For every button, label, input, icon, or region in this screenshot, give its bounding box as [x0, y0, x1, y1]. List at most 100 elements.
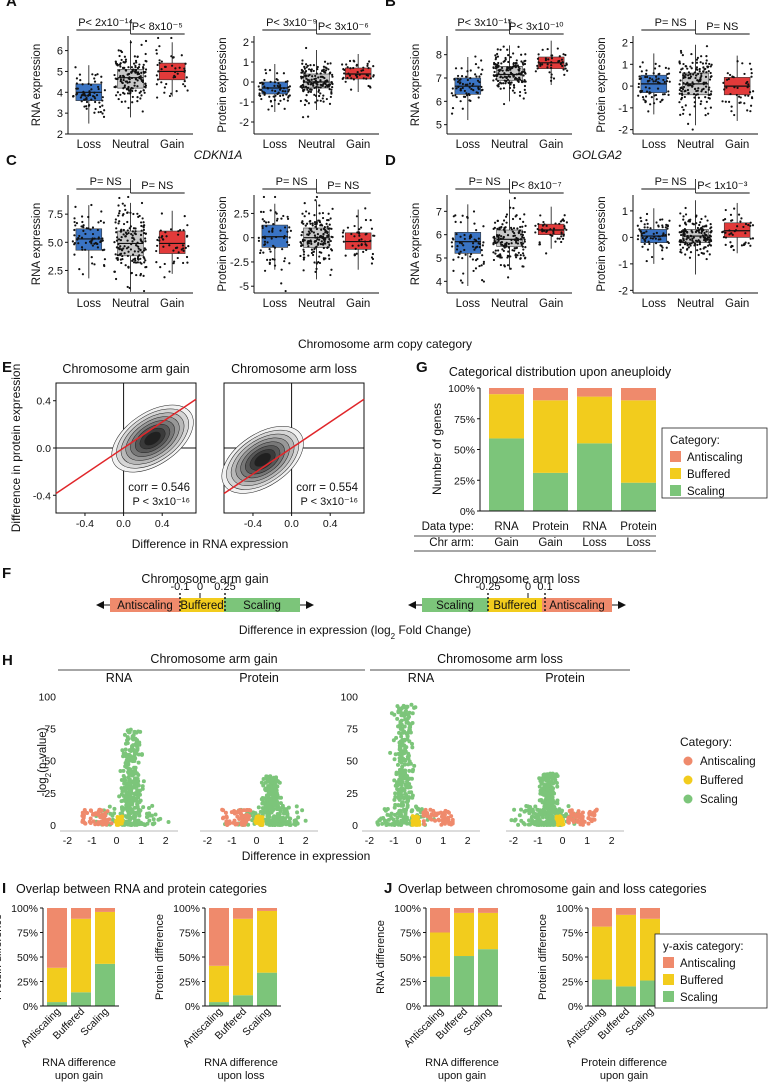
data-point — [309, 239, 312, 242]
data-point — [509, 206, 512, 209]
data-point — [99, 240, 102, 243]
y-tick-label: 5 — [436, 120, 442, 132]
y-tick-label: 0% — [460, 506, 475, 518]
regression-line — [223, 398, 365, 495]
data-point — [521, 252, 525, 255]
data-point — [501, 243, 504, 246]
data-point — [478, 264, 481, 268]
data-point — [522, 70, 525, 73]
data-point — [267, 230, 271, 233]
data-point — [113, 85, 116, 89]
data-point — [143, 231, 146, 235]
data-point — [692, 241, 695, 244]
data-point — [123, 84, 126, 87]
data-point — [312, 69, 315, 73]
data-point — [117, 214, 120, 217]
data-point — [699, 79, 702, 82]
data-point — [132, 68, 135, 71]
data-point — [564, 53, 567, 57]
threshold-label: 0.1 — [537, 581, 552, 593]
data-point — [687, 84, 690, 87]
volcano-point — [546, 809, 551, 814]
chr-arm-label: Gain — [494, 537, 518, 549]
data-point — [144, 71, 147, 74]
data-point — [667, 90, 670, 93]
data-point — [464, 95, 467, 98]
data-point — [329, 71, 332, 74]
data-point — [122, 228, 125, 232]
data-point — [320, 240, 323, 243]
data-point — [139, 248, 142, 251]
volcano-point — [424, 813, 429, 818]
data-point — [746, 86, 749, 89]
data-point — [273, 246, 277, 249]
data-point — [133, 81, 136, 84]
volcano-point — [439, 822, 444, 827]
volcano-point — [541, 792, 546, 797]
data-point — [129, 248, 133, 251]
data-point — [322, 65, 326, 68]
volcano-point — [395, 762, 400, 767]
volcano-point — [221, 815, 226, 820]
data-point — [327, 240, 330, 244]
data-point — [124, 100, 127, 103]
scale-segment-label: Scaling — [243, 600, 281, 612]
data-point — [329, 62, 332, 65]
category-label: Loss — [77, 139, 102, 151]
data-point — [134, 64, 137, 67]
volcano-point — [437, 818, 442, 823]
category-label: Loss — [77, 298, 102, 310]
volcano-point — [440, 818, 445, 823]
volcano-point — [410, 720, 415, 725]
data-point — [722, 219, 725, 222]
data-point — [122, 61, 125, 64]
category-label: Neutral — [298, 139, 335, 151]
volcano-point — [410, 808, 415, 813]
data-point — [460, 242, 463, 245]
data-point — [128, 92, 131, 95]
data-point — [134, 232, 137, 236]
y-tick-label: -5 — [239, 281, 249, 293]
data-point — [515, 59, 518, 62]
scale-segment-label: Buffered — [180, 600, 223, 612]
data-point — [307, 74, 310, 78]
data-point — [183, 70, 186, 73]
legend-swatch — [663, 991, 674, 1002]
p-value-left: P= NS — [90, 176, 122, 188]
data-point — [288, 85, 292, 88]
data-point — [474, 246, 477, 249]
data-point — [342, 240, 345, 243]
data-point — [124, 58, 128, 61]
data-point — [500, 225, 503, 229]
data-point — [91, 237, 94, 240]
data-point — [317, 76, 320, 79]
data-point — [691, 81, 694, 84]
data-point — [101, 96, 104, 99]
data-point — [522, 97, 525, 100]
data-point — [303, 103, 307, 106]
data-point — [661, 225, 664, 229]
data-point — [304, 210, 308, 213]
volcano-point — [91, 819, 96, 824]
data-point — [118, 54, 121, 58]
volcano-point — [385, 806, 390, 811]
data-point — [114, 60, 117, 63]
volcano-point — [392, 757, 397, 762]
data-point — [690, 242, 693, 245]
data-point — [303, 65, 306, 69]
volcano-point — [286, 819, 291, 824]
data-point — [679, 79, 682, 82]
data-point — [317, 89, 321, 92]
data-point — [456, 74, 460, 78]
data-point — [659, 100, 662, 103]
data-point — [118, 212, 121, 215]
data-point — [322, 237, 326, 240]
volcano-point — [380, 821, 385, 826]
data-point — [160, 68, 163, 71]
volcano-point — [396, 795, 401, 800]
volcano-point — [405, 821, 410, 826]
volcano-point — [107, 817, 112, 822]
y-tick-label: 75% — [17, 928, 38, 940]
data-point — [478, 246, 481, 249]
volcano-point — [411, 817, 416, 822]
